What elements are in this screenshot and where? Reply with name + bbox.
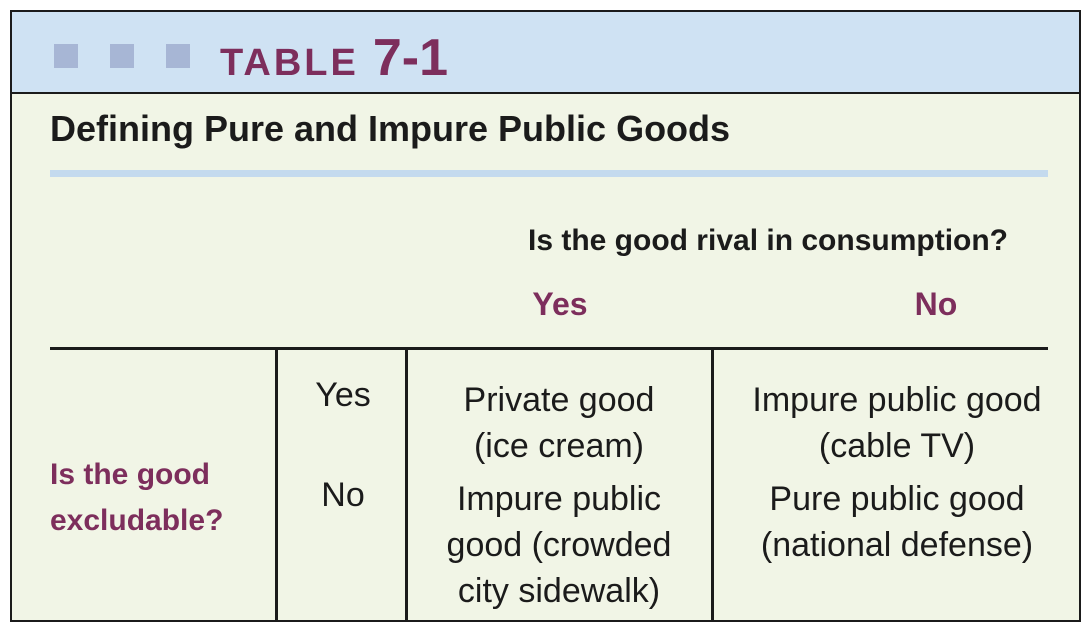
table-word: TABLE <box>220 42 359 84</box>
cell-line: Impure public <box>456 480 662 518</box>
cell-line: good (crowded <box>446 526 672 564</box>
page-title: Defining Pure and Impure Public Goods <box>50 108 731 149</box>
row-label-yes: Yes <box>315 376 371 414</box>
column-header-yes: Yes <box>532 286 588 322</box>
header-rule <box>50 347 1048 350</box>
cell-line: Pure public good <box>769 480 1025 518</box>
table-number: 7-1 <box>372 29 448 87</box>
table-header: TABLE 7-1 <box>12 12 1079 94</box>
cell-pure-public-good: Pure public good (national defense) <box>715 476 1079 568</box>
row-question-line: excludable? <box>50 504 224 537</box>
cell-impure-public-good-cable: Impure public good (cable TV) <box>715 377 1079 469</box>
table-label: TABLE 7-1 <box>220 32 448 88</box>
square-icon <box>166 44 190 68</box>
cell-line: (cable TV) <box>818 427 976 465</box>
column-divider <box>275 348 278 620</box>
cell-line: Impure public good <box>752 381 1042 419</box>
cell-impure-public-good-sidewalk: Impure public good (crowded city sidewal… <box>409 476 709 614</box>
rival-question: Is the good rival in consumption? <box>527 224 1008 257</box>
column-divider <box>711 348 714 620</box>
cell-line: (ice cream) <box>473 427 645 465</box>
column-header-no: No <box>914 286 958 322</box>
row-question: Is the good excludable? <box>50 452 270 544</box>
cell-private-good: Private good (ice cream) <box>409 377 709 469</box>
cell-line: (national defense) <box>760 526 1034 564</box>
square-icon <box>110 44 134 68</box>
row-label-no: No <box>321 476 365 514</box>
cell-line: city sidewalk) <box>457 572 661 610</box>
table-panel: TABLE 7-1 Defining Pure and Impure Publi… <box>10 10 1081 622</box>
square-icon <box>54 44 78 68</box>
column-divider <box>405 348 408 620</box>
row-question-line: Is the good <box>50 458 210 491</box>
cell-line: Private good <box>463 381 655 419</box>
title-divider <box>50 170 1048 177</box>
